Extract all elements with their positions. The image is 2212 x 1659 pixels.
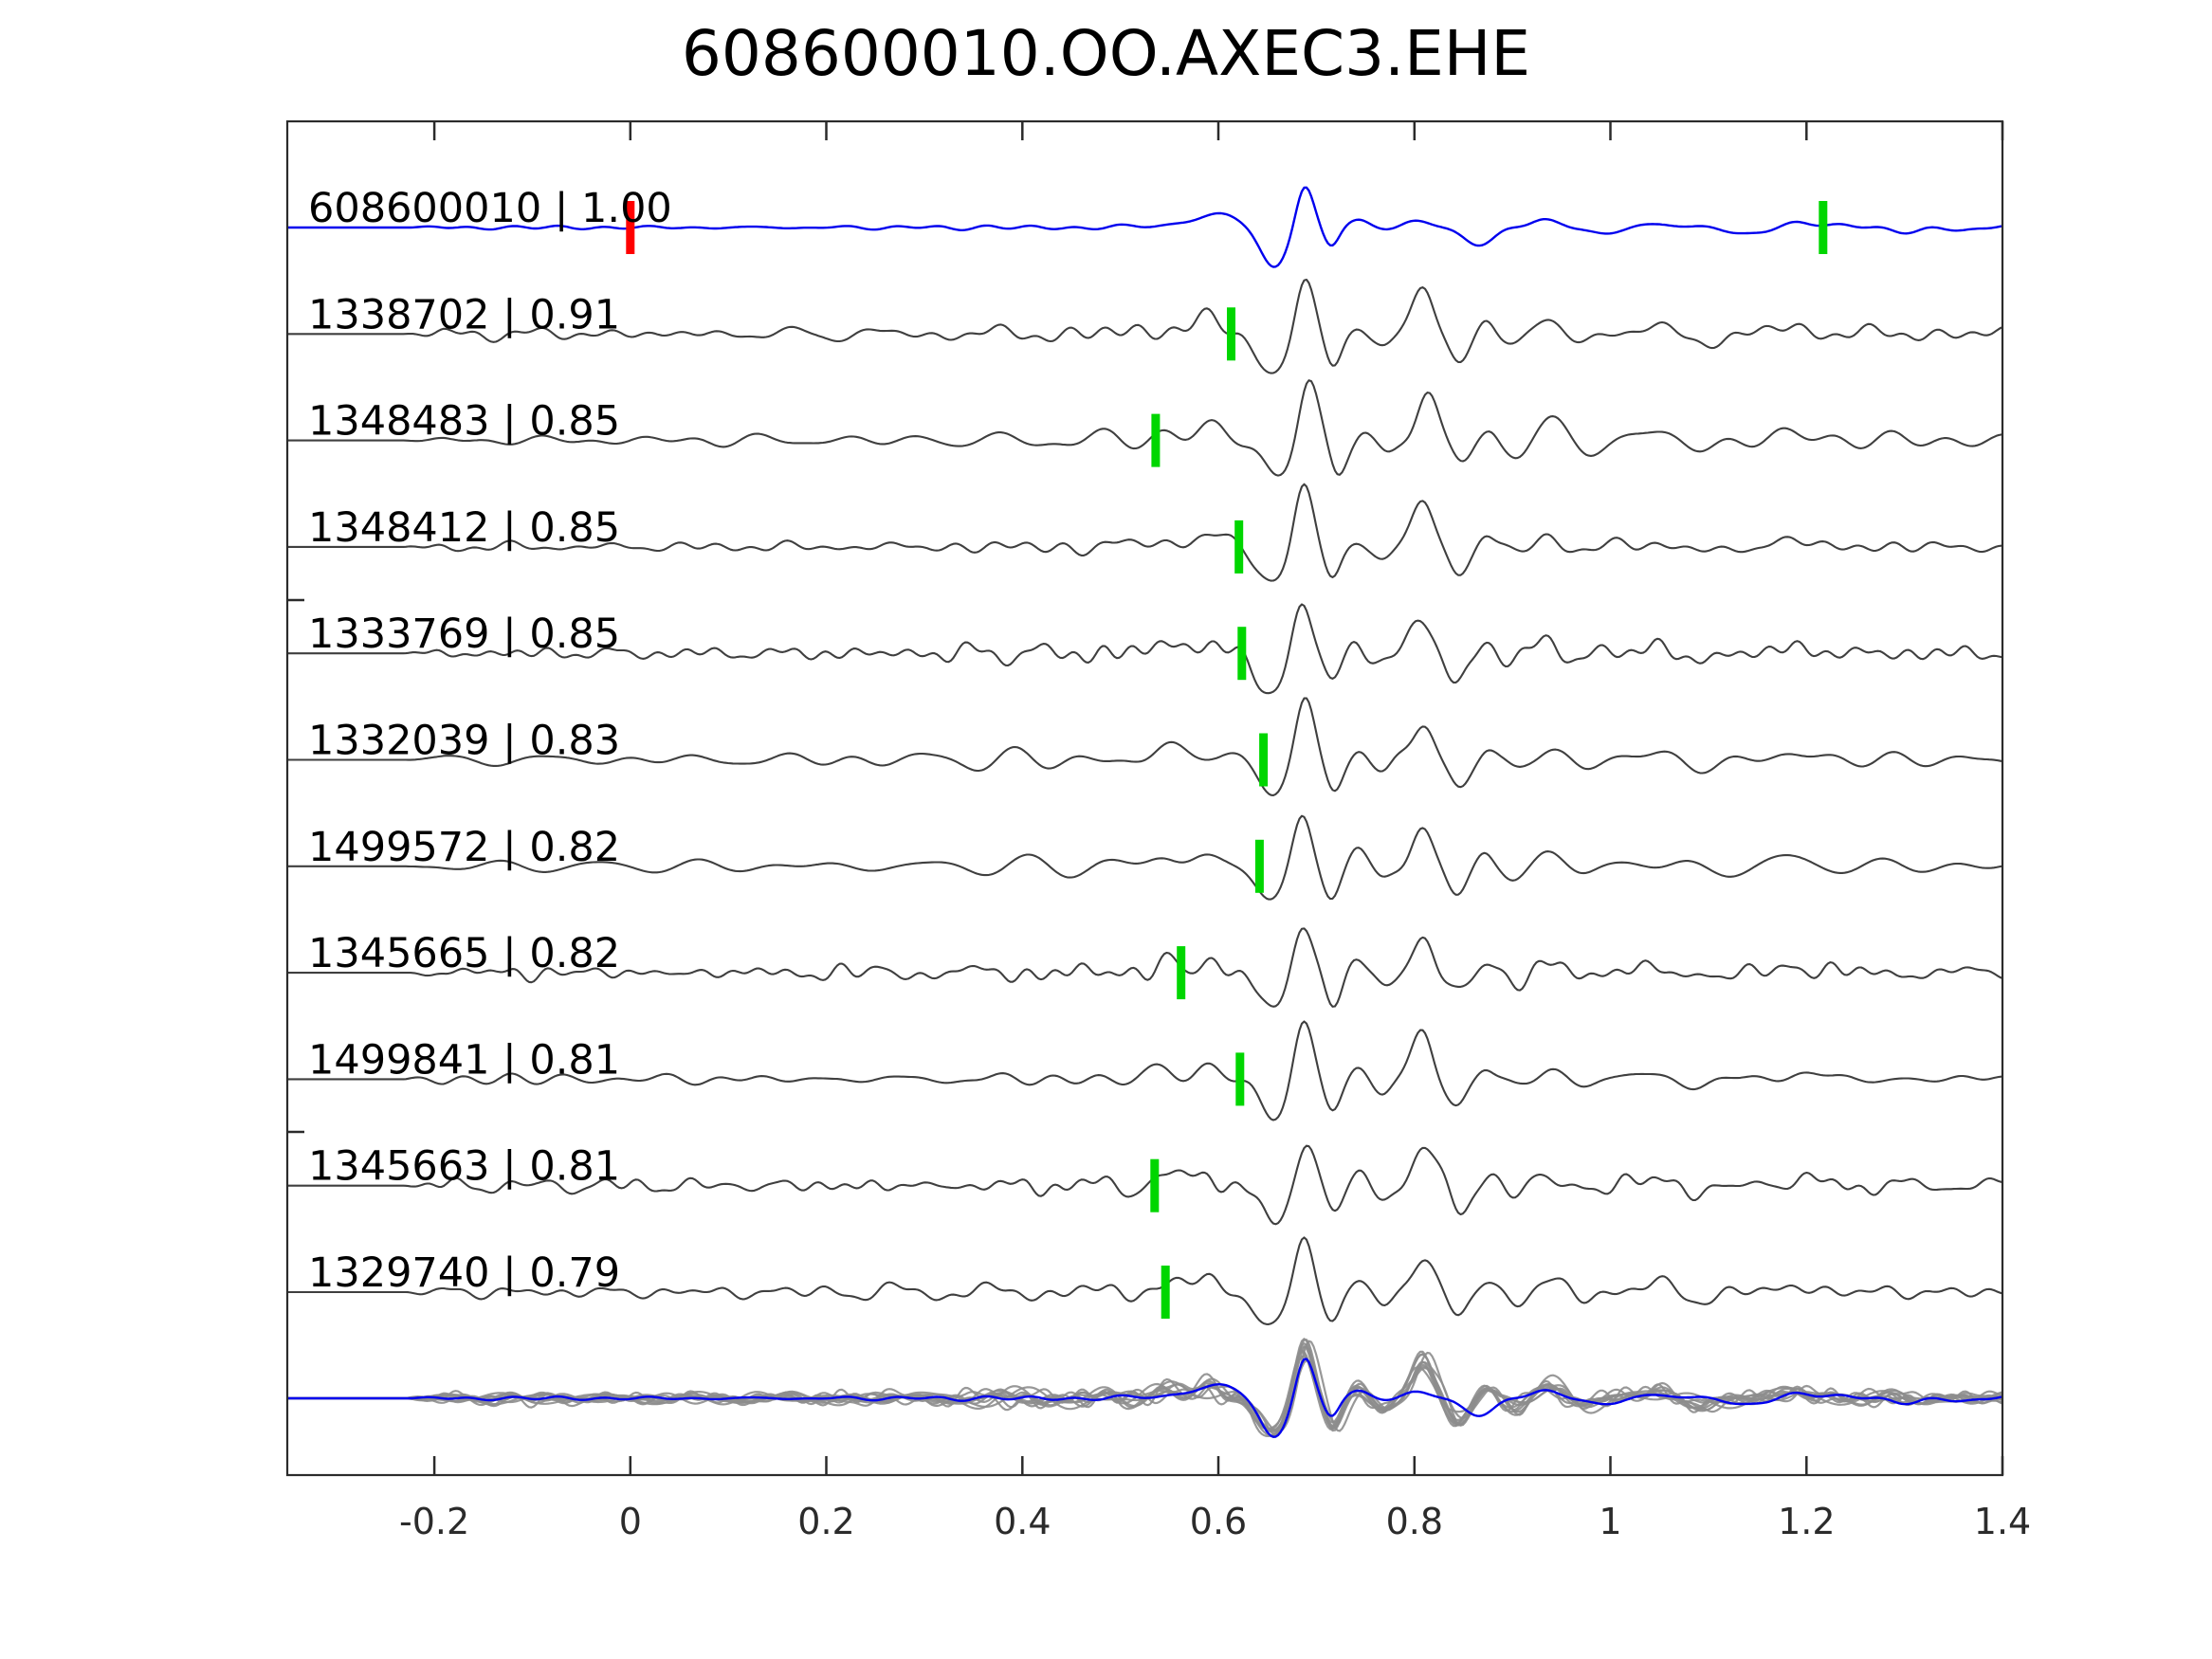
text-layer: 608600010 | 1.00 1338702 | 0.91 1348483 | … — [308, 185, 2031, 1542]
x-tick-label: 1 — [1599, 1501, 1621, 1542]
pick-marker-green — [1237, 627, 1247, 681]
detection-trace — [287, 814, 2002, 901]
trace-label: 1348483 | 0.85 — [308, 398, 620, 446]
axis-layer — [285, 119, 2004, 1477]
trace-label: 1329740 | 0.79 — [308, 1249, 620, 1297]
pick-marker-green — [1259, 733, 1269, 787]
overlay-template-trace — [287, 1358, 2002, 1438]
detection-trace — [287, 483, 2002, 582]
detection-trace — [287, 603, 2002, 695]
detection-trace — [287, 1144, 2002, 1226]
detection-trace — [287, 1020, 2002, 1121]
pick-marker-layer — [626, 201, 1828, 1319]
trace-label: 1499572 | 0.82 — [308, 824, 620, 871]
x-tick-label: 1.2 — [1778, 1501, 1835, 1542]
waveform-layer — [287, 186, 2002, 1439]
pick-marker-green — [1150, 1158, 1160, 1212]
x-tick-label: 0.4 — [994, 1501, 1051, 1542]
trace-label: 1348412 | 0.85 — [308, 504, 620, 552]
overlay-detection-trace — [287, 1340, 2002, 1433]
x-tick-label: 0 — [619, 1501, 642, 1542]
pick-marker-green — [1227, 307, 1235, 361]
pick-marker-green — [1819, 201, 1828, 254]
trace-label: 608600010 | 1.00 — [308, 185, 672, 232]
x-tick-label: 0.2 — [797, 1501, 854, 1542]
detection-trace — [287, 697, 2002, 796]
x-tick-label: -0.2 — [399, 1501, 469, 1542]
pick-marker-red — [626, 201, 635, 254]
pick-marker-green — [1161, 1266, 1170, 1319]
x-tick-label: 0.8 — [1386, 1501, 1443, 1542]
trace-label: 1338702 | 0.91 — [308, 291, 620, 338]
overlay-detection-trace — [287, 1341, 2002, 1439]
trace-label: 1333769 | 0.85 — [308, 611, 620, 658]
pick-marker-green — [1177, 946, 1186, 1000]
detection-trace — [287, 379, 2002, 477]
overlay-detection-trace — [287, 1338, 2002, 1432]
chart-title: 608600010.OO.AXEC3.EHE — [681, 17, 1531, 90]
overlay-detection-trace — [287, 1345, 2002, 1431]
overlay-detection-trace — [287, 1339, 2002, 1433]
trace-label: 1499841 | 0.81 — [308, 1036, 620, 1084]
trace-label: 1332039 | 0.83 — [308, 718, 620, 765]
template-trace — [287, 186, 2002, 268]
pick-marker-green — [1234, 520, 1244, 574]
x-tick-label: 0.6 — [1190, 1501, 1247, 1542]
detection-trace — [287, 1236, 2002, 1325]
trace-label: 1345663 | 0.81 — [308, 1143, 620, 1191]
pick-marker-green — [1235, 1052, 1245, 1106]
trace-label: 1345665 | 0.82 — [308, 930, 620, 977]
plot-frame — [285, 119, 2004, 1477]
detection-trace — [287, 278, 2002, 374]
pick-marker-green — [1254, 839, 1264, 893]
pick-marker-green — [1151, 413, 1161, 467]
detection-trace — [287, 927, 2002, 1008]
x-tick-label: 1.4 — [1974, 1501, 2031, 1542]
